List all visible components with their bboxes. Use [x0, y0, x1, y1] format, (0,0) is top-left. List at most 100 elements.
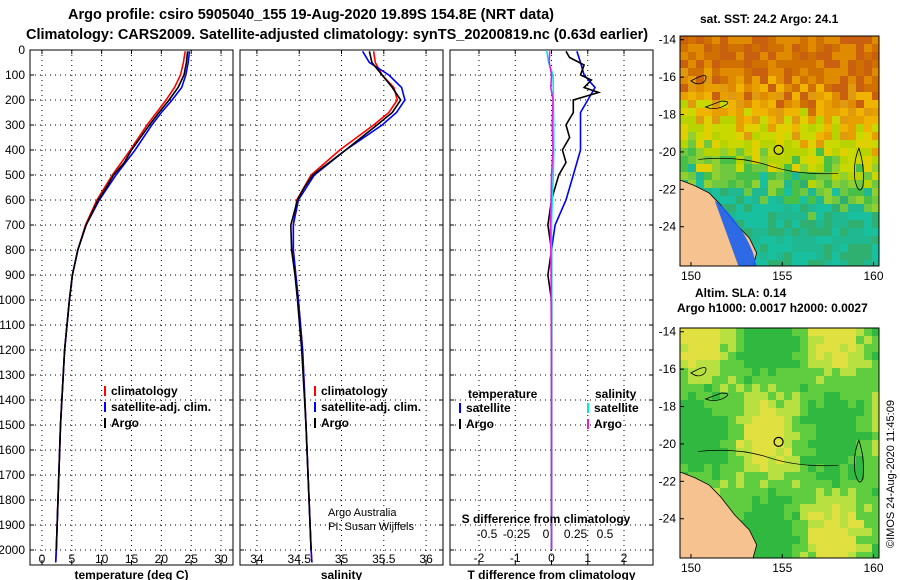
- map-cell: [736, 164, 744, 172]
- map-cell: [720, 140, 728, 148]
- map-cell: [768, 448, 776, 456]
- map-cell: [872, 92, 879, 100]
- map-cell: [760, 528, 768, 536]
- map-cell: [824, 448, 832, 456]
- map-cell: [776, 148, 784, 156]
- map-cell: [712, 384, 720, 392]
- map-cell: [720, 44, 728, 52]
- map-cell: [848, 432, 856, 440]
- series-line-argo: [289, 51, 402, 551]
- map-cell: [872, 448, 879, 456]
- map-cell: [832, 480, 840, 488]
- map-cell: [752, 480, 760, 488]
- map-cell: [832, 188, 840, 196]
- legend-label: satellite-adj. clim.: [111, 400, 211, 414]
- map-cell: [832, 164, 840, 172]
- map-cell: [792, 352, 800, 360]
- map-cell: [792, 416, 800, 424]
- map-cell: [712, 124, 720, 132]
- map-cell: [840, 496, 848, 504]
- map-cell: [856, 252, 864, 260]
- map-cell: [720, 132, 728, 140]
- sla-map-title-2: Argo h1000: 0.0017 h2000: 0.0027: [677, 301, 868, 315]
- map-cell: [720, 36, 728, 44]
- map-cell: [680, 400, 688, 408]
- map-cell: [872, 124, 879, 132]
- reef-contour: [690, 75, 729, 110]
- map-cell: [744, 132, 752, 140]
- map-cell: [824, 352, 832, 360]
- map-cell: [816, 36, 824, 44]
- map-cell: [744, 440, 752, 448]
- map-cell: [728, 432, 736, 440]
- map-cell: [864, 164, 872, 172]
- map-cell: [712, 368, 720, 376]
- map-cell: [792, 140, 800, 148]
- map-cell: [800, 76, 808, 84]
- map-cell: [816, 84, 824, 92]
- map-cell: [856, 360, 864, 368]
- map-cell: [744, 180, 752, 188]
- map-cell: [840, 336, 848, 344]
- map-cell: [840, 148, 848, 156]
- map-cell: [824, 376, 832, 384]
- map-cell: [816, 424, 824, 432]
- map-cell: [808, 116, 816, 124]
- map-cell: [728, 336, 736, 344]
- map-cell: [784, 440, 792, 448]
- map-cell: [776, 360, 784, 368]
- map-cell: [768, 440, 776, 448]
- map-cell: [848, 148, 856, 156]
- x-tick-label: 10: [95, 552, 109, 566]
- map-cell: [840, 440, 848, 448]
- map-cell: [760, 60, 768, 68]
- map-cell: [720, 392, 728, 400]
- map-cell: [728, 440, 736, 448]
- map-cell: [712, 392, 720, 400]
- map-cell: [752, 464, 760, 472]
- depth-tick-label: 200: [5, 93, 25, 107]
- map-cell: [800, 260, 808, 266]
- map-cell: [712, 448, 720, 456]
- map-cell: [816, 504, 824, 512]
- map-cell: [680, 60, 688, 68]
- map-cell: [768, 148, 776, 156]
- lat-tick-label: -16: [659, 362, 677, 376]
- map-cell: [864, 36, 872, 44]
- map-cell: [712, 52, 720, 60]
- map-cell: [816, 260, 824, 266]
- map-cell: [856, 520, 864, 528]
- sla-map-title-1: Altim. SLA: 0.14: [695, 286, 787, 300]
- map-cell: [776, 252, 784, 260]
- map-cell: [840, 164, 848, 172]
- map-cell: [752, 116, 760, 124]
- map-cell: [808, 480, 816, 488]
- map-cell: [816, 204, 824, 212]
- map-cell: [768, 424, 776, 432]
- map-cell: [744, 84, 752, 92]
- map-cell: [784, 392, 792, 400]
- map-cell: [824, 100, 832, 108]
- map-cell: [872, 100, 879, 108]
- map-cell: [768, 116, 776, 124]
- map-cell: [832, 172, 840, 180]
- x-tick-label: 15: [125, 552, 139, 566]
- map-cell: [704, 156, 712, 164]
- map-cell: [856, 196, 864, 204]
- sla-map: Altim. SLA: 0.14 Argo h1000: 0.0017 h200…: [659, 286, 884, 575]
- map-cell: [832, 92, 840, 100]
- depth-tick-label: 1900: [0, 518, 25, 532]
- map-cell: [800, 236, 808, 244]
- map-cell: [688, 336, 696, 344]
- map-cell: [728, 100, 736, 108]
- map-cell: [688, 432, 696, 440]
- map-cell: [712, 140, 720, 148]
- map-cell: [848, 172, 856, 180]
- map-cell: [792, 212, 800, 220]
- map-cell: [840, 552, 848, 558]
- panel-difference: -2 -1 0 1 2 T difference from climatology: [449, 49, 654, 580]
- map-cell: [800, 368, 808, 376]
- map-cell: [808, 132, 816, 140]
- map-cell: [768, 520, 776, 528]
- map-cell: [696, 100, 704, 108]
